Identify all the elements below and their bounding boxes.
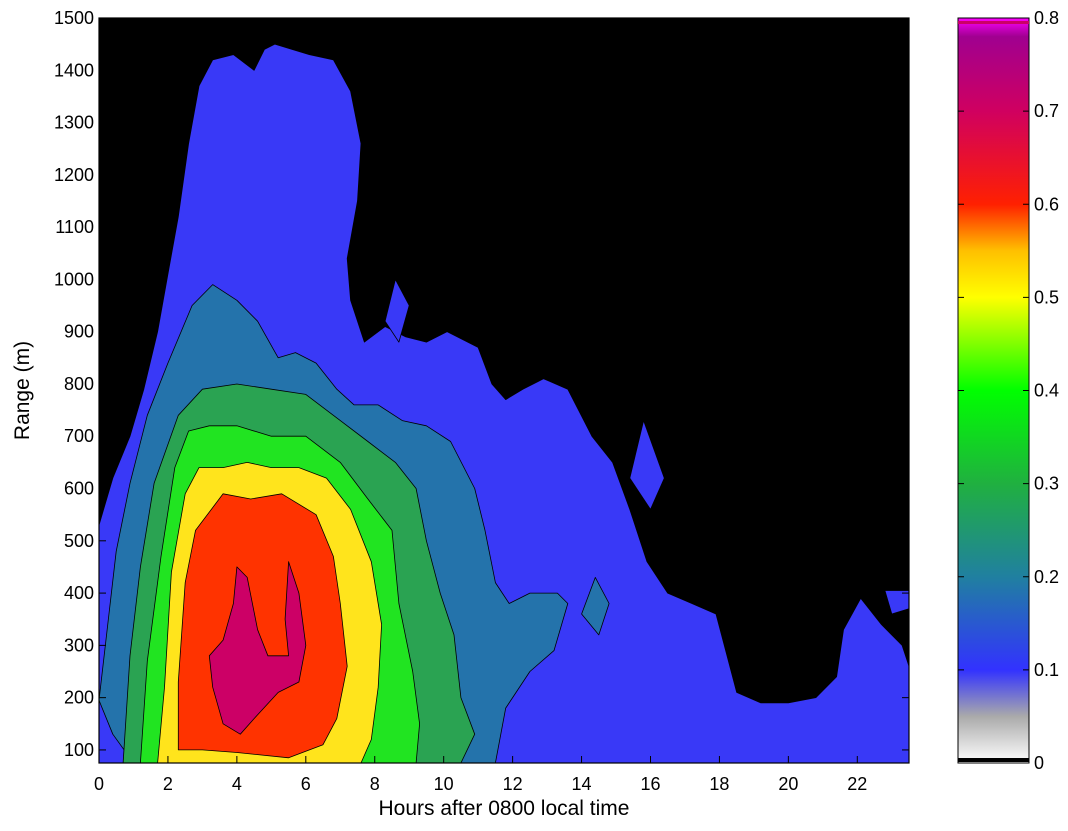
- colorbar-tick-label: 0.8: [1034, 8, 1059, 28]
- contour-level-0.2-region-1: [581, 577, 610, 636]
- y-tick-label: 1300: [54, 113, 94, 133]
- y-tick-label: 300: [64, 635, 94, 655]
- colorbar-tick-label: 0: [1034, 753, 1044, 773]
- x-tick-label: 0: [94, 774, 104, 794]
- colorbar-tick-label: 0.7: [1034, 101, 1059, 121]
- x-tick-label: 10: [434, 774, 454, 794]
- y-tick-label: 700: [64, 426, 94, 446]
- contour-level-0.1-region-3: [384, 278, 410, 343]
- y-tick-label: 1100: [55, 217, 94, 237]
- y-axis-ticks: 100 200 300 400 500 600 700 800 900 1000 1100 1200 1…: [54, 8, 909, 760]
- colorbar-tick-label: 0.1: [1034, 660, 1059, 680]
- x-tick-label: 4: [232, 774, 242, 794]
- plot-frame: [98, 17, 910, 764]
- x-tick-label: 14: [572, 774, 592, 794]
- x-tick-label: 12: [503, 774, 523, 794]
- x-tick-label: 16: [640, 774, 660, 794]
- colorbar-tick-label: 0.4: [1034, 381, 1059, 401]
- y-tick-label: 1400: [54, 60, 94, 80]
- colorbar-tick-label: 0.3: [1034, 474, 1059, 494]
- y-axis-title: Range (m): [11, 341, 34, 440]
- y-tick-label: 100: [64, 740, 94, 760]
- x-axis-ticks: 0 2 4 6 8 10 12 14 16 18 20 22: [94, 18, 867, 794]
- colorbar-ticks: 0 0.1 0.2 0.3 0.4 0.5 0.6 0.7 0.8: [958, 8, 1059, 773]
- contour-fills: [98, 43, 910, 764]
- colorbar-tick-label: 0.5: [1034, 287, 1059, 307]
- contour-level-0.7-region-0: [208, 561, 307, 735]
- x-tick-label: 8: [370, 774, 380, 794]
- y-tick-label: 200: [64, 688, 94, 708]
- contour-level-0.1-region-2: [629, 420, 665, 510]
- x-tick-label: 20: [778, 774, 798, 794]
- contour-level-0.6-region-0: [177, 493, 348, 759]
- y-tick-label: 1500: [54, 8, 94, 28]
- colorbar: [957, 17, 1030, 764]
- y-tick-label: 500: [64, 531, 94, 551]
- colorbar-min-band: [958, 758, 1029, 762]
- y-tick-label: 400: [64, 583, 94, 603]
- x-tick-label: 2: [163, 774, 173, 794]
- y-tick-label: 1200: [54, 165, 94, 185]
- x-tick-label: 22: [847, 774, 867, 794]
- x-axis-title: Hours after 0800 local time: [379, 797, 630, 820]
- x-tick-label: 6: [301, 774, 311, 794]
- y-tick-label: 900: [64, 322, 94, 342]
- colorbar-tick-label: 0.2: [1034, 567, 1059, 587]
- y-tick-label: 800: [64, 374, 94, 394]
- y-tick-label: 1000: [54, 269, 94, 289]
- colorbar-tick-label: 0.6: [1034, 194, 1059, 214]
- x-tick-label: 18: [709, 774, 729, 794]
- y-tick-label: 600: [64, 479, 94, 499]
- colorbar-max-band: [958, 21, 1029, 24]
